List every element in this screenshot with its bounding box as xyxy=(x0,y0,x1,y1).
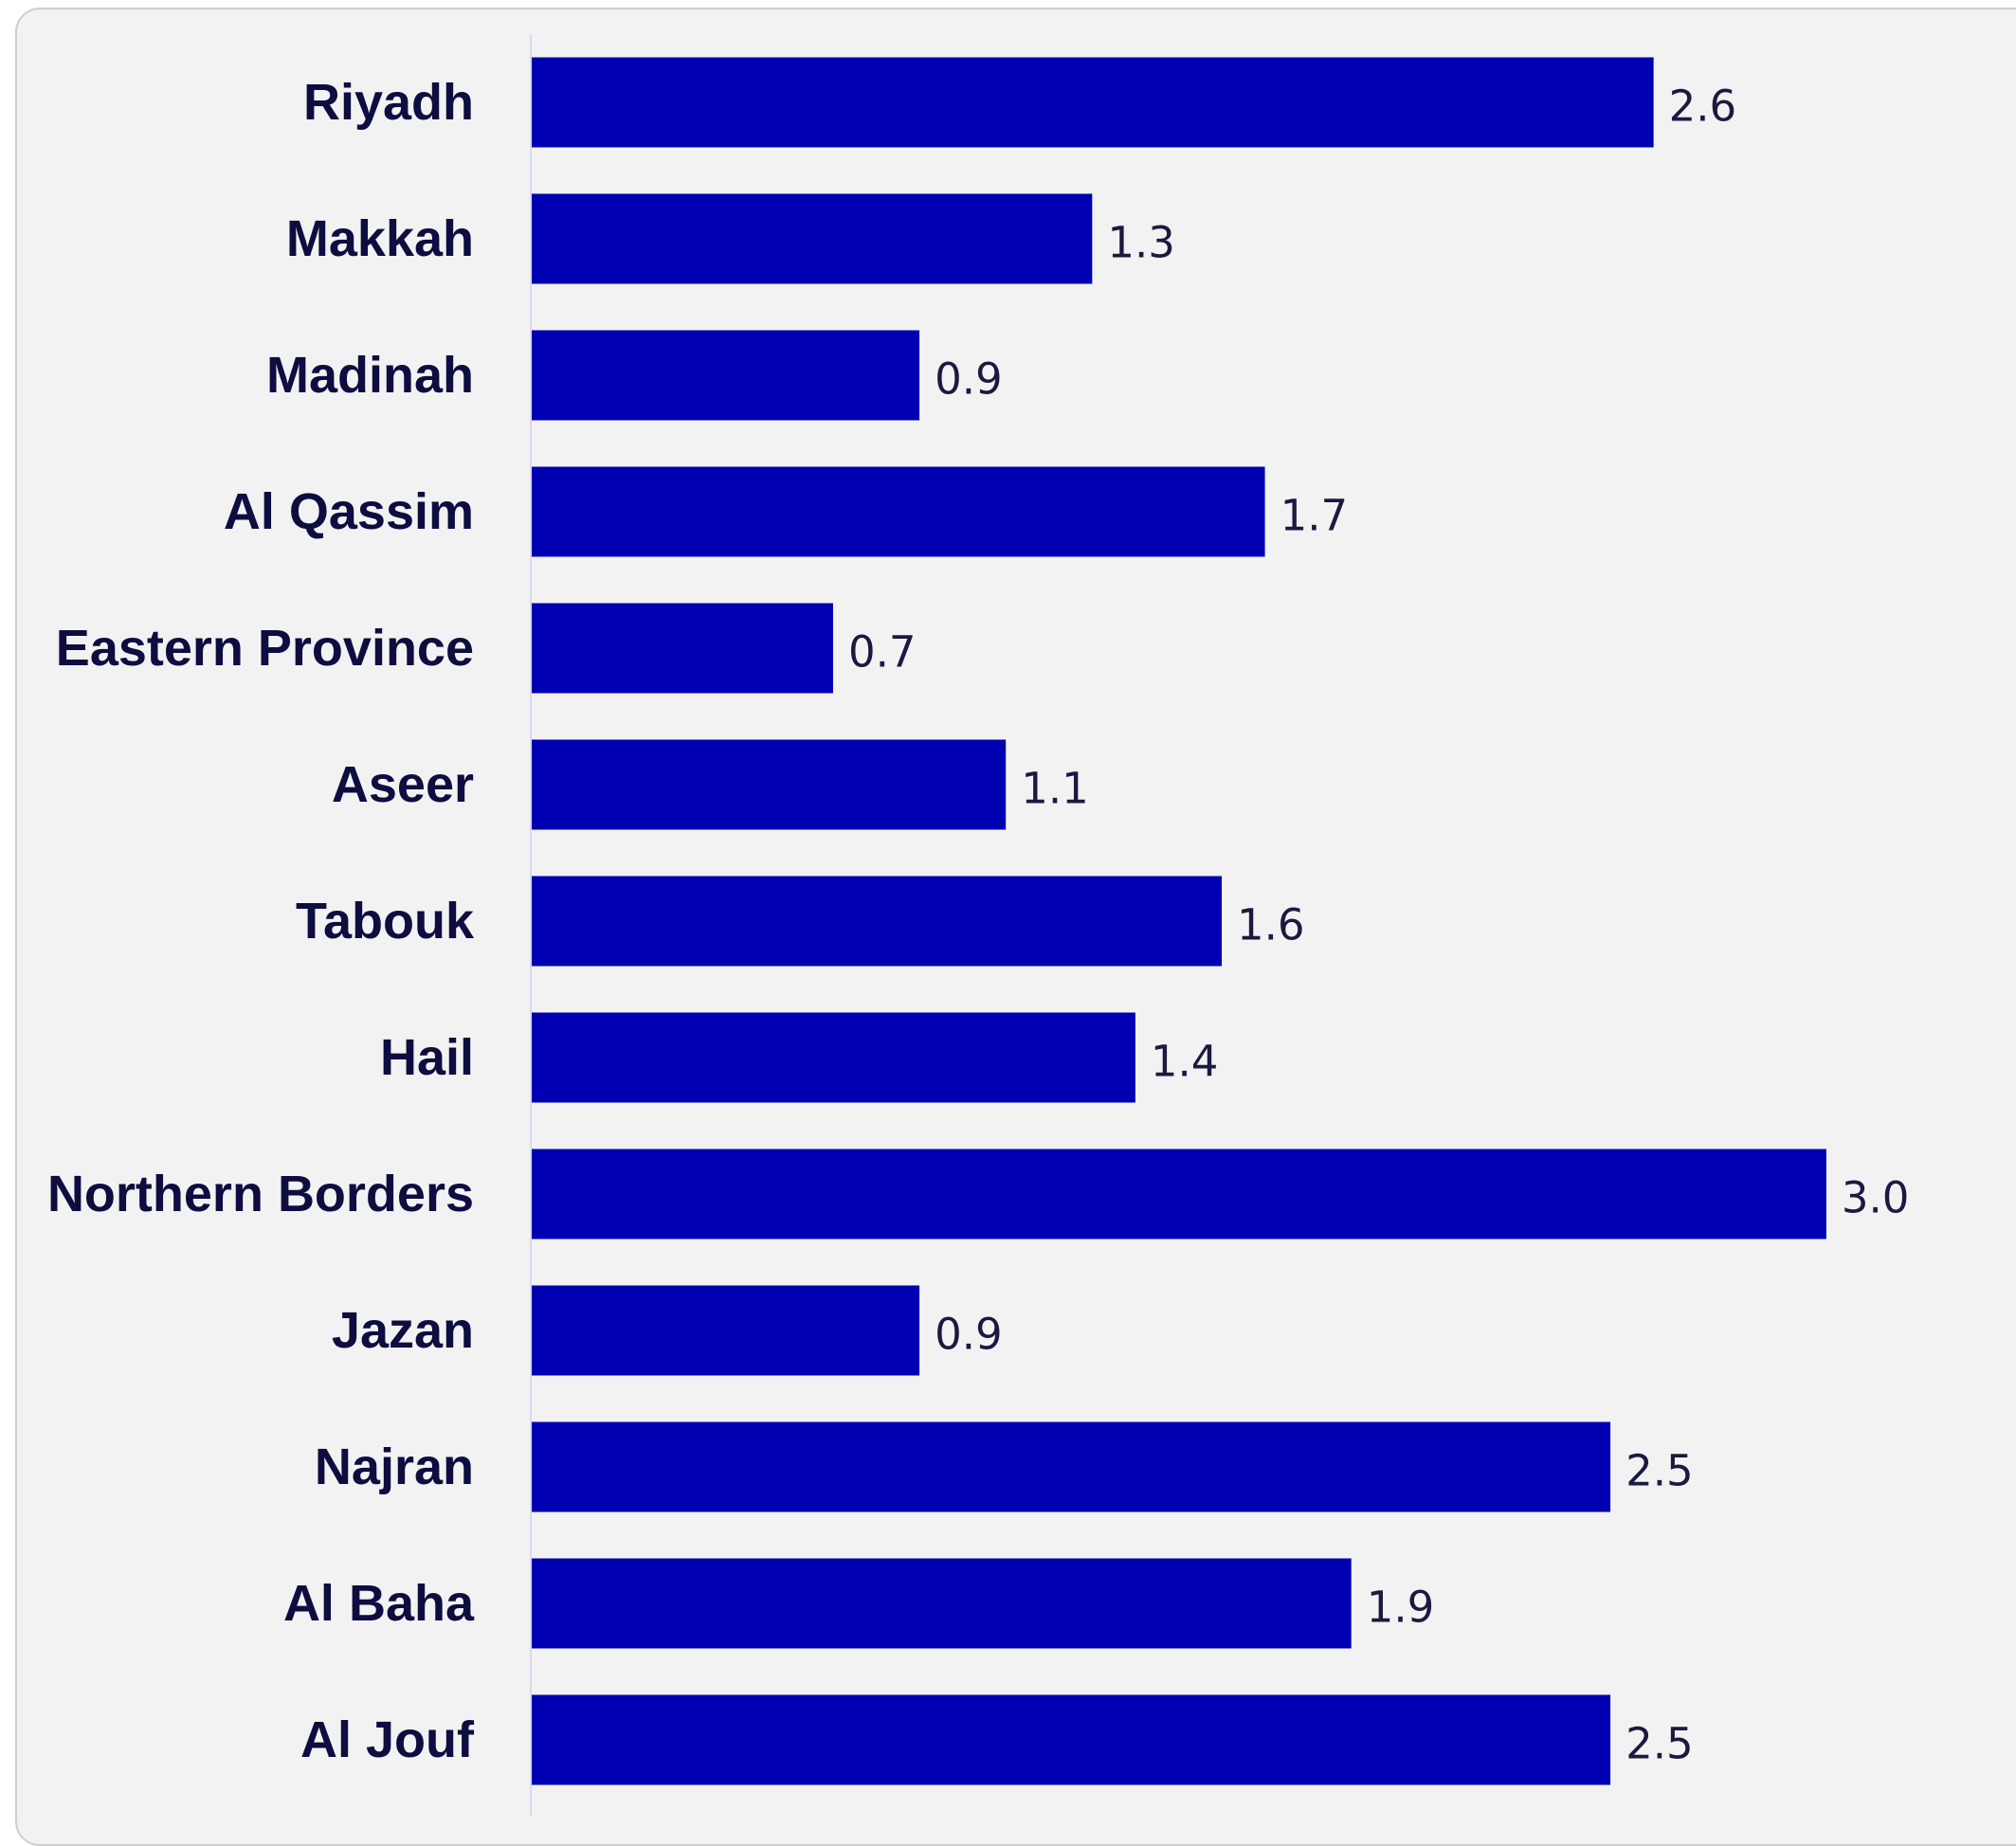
data-label: 2.5 xyxy=(1626,1719,1694,1769)
category-label: Najran xyxy=(315,1439,474,1495)
bar-najran xyxy=(531,1421,1611,1512)
data-label: 1.7 xyxy=(1280,491,1349,541)
data-label: 1.6 xyxy=(1237,900,1305,950)
data-label: 2.6 xyxy=(1669,81,1737,132)
bar-hail xyxy=(531,1012,1135,1103)
category-label: Hail xyxy=(380,1029,474,1086)
category-label: Al Jouf xyxy=(300,1711,475,1768)
bar-eastern-province xyxy=(531,603,833,694)
data-label: 0.7 xyxy=(848,627,917,678)
bar-aseer xyxy=(531,739,1007,830)
category-label: Northern Borders xyxy=(47,1166,474,1222)
bar-jazan xyxy=(531,1285,920,1376)
bar-riyadh xyxy=(531,57,1654,148)
bar-madinah xyxy=(531,330,920,421)
bar-northern-borders xyxy=(531,1149,1826,1240)
data-label: 1.3 xyxy=(1107,218,1175,268)
category-label: Al Qassim xyxy=(224,483,474,540)
bar-makkah xyxy=(531,193,1093,284)
category-label: Al Baha xyxy=(283,1575,475,1632)
category-label: Madinah xyxy=(266,347,474,404)
labels-layer: Riyadh 2.6 Makkah 1.3 Madinah 0.9 Al Qassim 1.7… xyxy=(47,74,1910,1769)
data-label: 0.9 xyxy=(935,354,1003,405)
category-label: Eastern Province xyxy=(56,620,474,677)
category-label: Makkah xyxy=(286,210,474,267)
category-label: Riyadh xyxy=(303,74,474,131)
bars-layer xyxy=(531,57,1826,1785)
bar-al-qassim xyxy=(531,466,1265,557)
category-label: Jazan xyxy=(332,1302,474,1359)
bar-al-baha xyxy=(531,1558,1352,1649)
category-label: Tabouk xyxy=(296,893,475,950)
data-label: 3.0 xyxy=(1842,1173,1910,1223)
bar-al-jouf xyxy=(531,1694,1611,1785)
data-label: 2.5 xyxy=(1626,1446,1694,1496)
data-label: 1.1 xyxy=(1021,764,1089,814)
category-label: Aseer xyxy=(332,756,474,813)
data-label: 1.4 xyxy=(1151,1037,1219,1087)
data-label: 0.9 xyxy=(935,1310,1003,1360)
data-label: 1.9 xyxy=(1367,1583,1435,1633)
bar-tabouk xyxy=(531,876,1222,967)
